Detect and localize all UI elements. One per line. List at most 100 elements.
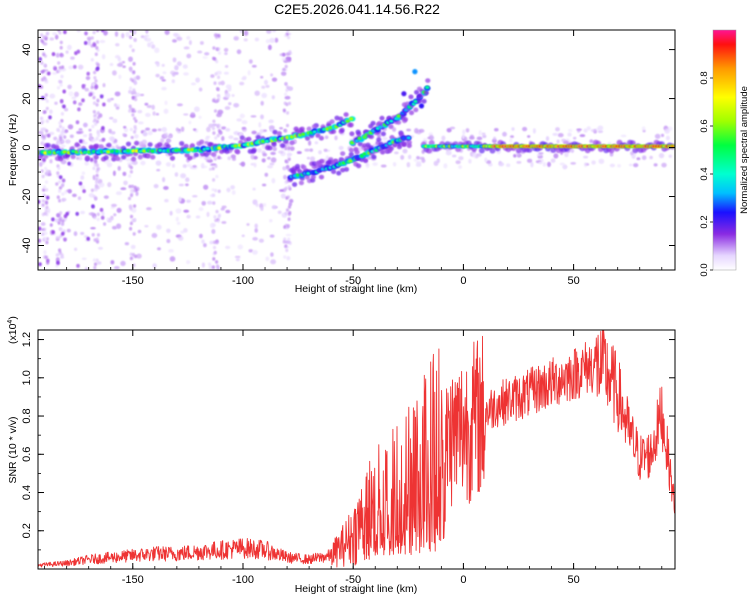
spectrogram-cell [394, 151, 399, 155]
spectrogram-cell [421, 98, 427, 104]
spectrogram-cell [262, 202, 267, 207]
spectrogram-cell [233, 102, 240, 108]
spectrogram-cell [91, 233, 95, 237]
spectrogram-cell [185, 177, 190, 182]
spectrogram-cell [468, 136, 475, 140]
spectrogram-cell [81, 98, 85, 103]
spectrogram-cell [150, 41, 154, 45]
spectrogram-cell [108, 128, 112, 134]
spectrogram-cell [113, 103, 118, 107]
snr-ytick-label: 0.8 [21, 408, 33, 423]
spectrogram-cell [144, 224, 149, 228]
spectrogram-cell [162, 177, 166, 183]
spectrogram-cell [103, 30, 108, 36]
spectrogram-cell [267, 165, 273, 169]
spectrogram-cell [174, 64, 179, 71]
spectrogram-cell [628, 163, 633, 167]
spectrogram-cell [253, 162, 257, 168]
spectrogram-cell [282, 52, 286, 57]
spectrogram-cell [93, 143, 100, 149]
colorbar-tick-label: 0.8 [699, 71, 710, 84]
spectrogram-cell [284, 186, 288, 191]
spectrogram-cell [61, 198, 65, 202]
spectrogram-cell [152, 263, 157, 268]
spectrogram-cell [270, 259, 277, 265]
spectrogram-cell [363, 158, 369, 164]
spectrogram-cell [80, 210, 86, 215]
spectrogram-cell [532, 128, 536, 134]
spectrogram-cell [284, 95, 291, 100]
spectrogram-cell [101, 126, 105, 130]
spectrogram-cell [90, 85, 94, 90]
spectrogram-cell [567, 132, 572, 137]
spectrogram-cell [125, 31, 130, 38]
spectrogram-cell [408, 94, 414, 100]
spectrogram-cell [103, 222, 107, 226]
spectrogram-cell [57, 180, 62, 184]
spectrogram-cell [423, 90, 429, 96]
spectrogram-cell [55, 253, 59, 257]
spectrogram-cell [583, 155, 589, 159]
spectrogram-cell [56, 260, 60, 265]
spectrogram-cell [280, 193, 286, 199]
spectrogram-cell [97, 133, 101, 137]
spectrogram-cell [186, 214, 191, 219]
spectrogram-cell [99, 94, 104, 99]
spectrogram-cell [45, 143, 51, 148]
spectrogram-cell [227, 156, 232, 161]
spectrogram-cell [416, 93, 422, 99]
spectrogram-cell [359, 154, 365, 158]
spectrogram-cell [213, 250, 217, 255]
spectrogram-cell [84, 31, 88, 36]
spectrogram-cell [107, 159, 111, 163]
spectrogram-cell [41, 95, 45, 100]
spectrogram-cell [55, 182, 59, 186]
spectrogram-cell [314, 141, 319, 145]
spectrogram-cell [53, 136, 58, 141]
spectrogram-cell [112, 70, 117, 76]
spectrogram-cell [416, 155, 420, 160]
spectrogram-cell [51, 217, 55, 222]
spectrogram-cell [84, 266, 89, 270]
spectrogram-cell [633, 163, 639, 168]
spectrogram-cell [96, 167, 100, 171]
spectrogram-cell [150, 149, 155, 153]
spectrogram-cell [90, 226, 96, 230]
spectrogram-cell [65, 211, 69, 216]
spectrogram-cell [286, 195, 291, 199]
colorbar: 0.0 0.2 0.4 0.6 0.8 Normalized spectral ampl… [699, 29, 750, 277]
spectrogram-cell [236, 118, 242, 122]
snr-xtick-label: -100 [232, 574, 254, 586]
spectrogram-cell [513, 154, 517, 158]
spectrogram-cell [137, 154, 143, 160]
spectrogram-cell [402, 148, 408, 154]
spectrogram-cell [123, 125, 127, 129]
spectrogram-cell [96, 98, 100, 103]
spectrogram-cell [122, 171, 127, 177]
spectrogram-cell [156, 247, 162, 251]
spectrogram-cell [568, 128, 573, 133]
spectrogram-cell [212, 119, 216, 124]
spectrogram-cell [406, 128, 411, 132]
spectrogram-cell [215, 260, 219, 264]
spectrogram-cell [111, 156, 117, 162]
spectrogram-cell [511, 127, 515, 131]
spectrogram-cell [570, 162, 577, 165]
spectrogram-cell [58, 79, 62, 84]
spectrogram-cell [147, 130, 153, 136]
spectrogram-cell [44, 255, 49, 260]
spectrogram-cell [38, 199, 41, 204]
spectrogram-cell [75, 156, 80, 160]
spectrogram-cell [66, 189, 71, 193]
spectrogram-cell [88, 136, 93, 141]
spectrogram-cell [562, 164, 567, 170]
spectrogram-cell [68, 91, 74, 97]
spectrogram-cell [202, 56, 208, 59]
spectrogram-cell [61, 144, 66, 148]
spectrogram-cell [43, 151, 48, 155]
spectrogram-cell [54, 101, 58, 105]
spectrogram-cell [333, 158, 339, 164]
spectrogram-frame [37, 29, 676, 271]
spectrogram-cell [186, 53, 192, 59]
spectrogram-cell [129, 256, 133, 261]
